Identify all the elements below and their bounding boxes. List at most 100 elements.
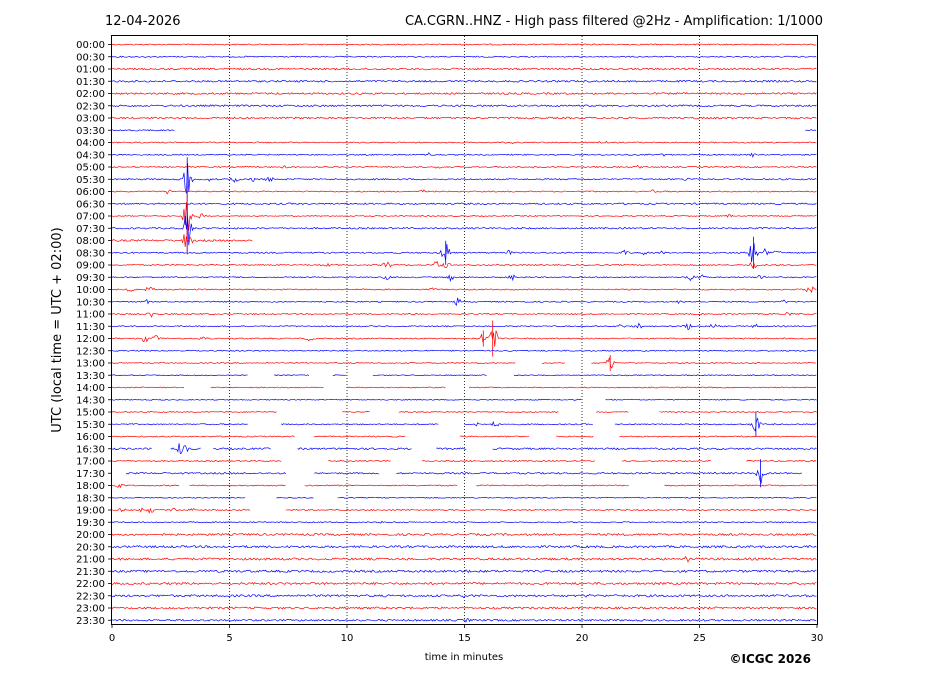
trace-1500-seg-4 xyxy=(659,411,817,413)
trace-1600-seg-2 xyxy=(459,435,530,438)
y-tick-label-1330: 13:30 xyxy=(76,371,105,382)
trace-1800-seg-0 xyxy=(111,483,180,489)
trace-0000-seg-0 xyxy=(111,43,817,46)
y-tick-label-0700: 07:00 xyxy=(76,212,105,223)
x-tick-label-30: 30 xyxy=(811,633,824,644)
copyright-label: ©ICGC 2026 xyxy=(729,652,811,666)
trace-1330-seg-3 xyxy=(372,374,487,377)
trace-1600-seg-3 xyxy=(556,435,594,438)
x-axis-ticks: 0 5 10 15 20 25 30 xyxy=(109,624,824,644)
y-tick-label-2200: 22:00 xyxy=(76,579,105,590)
y-tick-label-0000: 00:00 xyxy=(76,40,105,51)
trace-1830-seg-0 xyxy=(111,496,246,499)
y-tick-label-0100: 01:00 xyxy=(76,65,105,76)
y-tick-label-1030: 10:30 xyxy=(76,297,105,308)
trace-1700-seg-4 xyxy=(746,459,817,463)
trace-0830-seg-0 xyxy=(111,243,817,263)
y-tick-label-1600: 16:00 xyxy=(76,432,105,443)
trace-1800-seg-1 xyxy=(189,484,286,487)
trace-0130-seg-0 xyxy=(111,79,817,83)
trace-1630-seg-2 xyxy=(213,447,271,451)
y-tick-label-1000: 10:00 xyxy=(76,285,105,296)
trace-1500-seg-2 xyxy=(398,411,559,413)
y-tick-label-1230: 12:30 xyxy=(76,346,105,357)
y-tick-label-0400: 04:00 xyxy=(76,138,105,149)
trace-1630-seg-0 xyxy=(111,447,152,451)
trace-1130-seg-0 xyxy=(111,322,817,331)
trace-1530-seg-3 xyxy=(614,417,817,432)
trace-2100-seg-0 xyxy=(111,555,817,563)
y-tick-label-1200: 12:00 xyxy=(76,334,105,345)
trace-1630-seg-4 xyxy=(436,447,467,451)
y-tick-label-0030: 00:30 xyxy=(76,52,105,63)
y-tick-label-0930: 09:30 xyxy=(76,273,105,284)
y-tick-label-2330: 23:30 xyxy=(76,616,105,627)
trace-2230-seg-0 xyxy=(111,593,817,599)
y-tick-label-1730: 17:30 xyxy=(76,469,105,480)
y-tick-label-0130: 01:30 xyxy=(76,77,105,88)
y-tick-label-1800: 18:00 xyxy=(76,481,105,492)
y-tick-label-0230: 02:30 xyxy=(76,101,105,112)
trace-1200-seg-0 xyxy=(111,330,817,347)
y-tick-label-0300: 03:00 xyxy=(76,114,105,125)
trace-0100-seg-0 xyxy=(111,67,817,71)
trace-0430-seg-0 xyxy=(111,152,817,158)
y-tick-label-2030: 20:30 xyxy=(76,542,105,553)
trace-2200-seg-0 xyxy=(111,581,817,586)
trace-1930-seg-0 xyxy=(111,520,817,524)
y-tick-label-1430: 14:30 xyxy=(76,395,105,406)
y-tick-label-0900: 09:00 xyxy=(76,261,105,272)
y-tick-label-1130: 11:30 xyxy=(76,322,105,333)
trace-1430-seg-0 xyxy=(111,398,582,401)
grid-lines xyxy=(229,36,700,624)
y-tick-label-1830: 18:30 xyxy=(76,493,105,504)
y-tick-label-2230: 22:30 xyxy=(76,591,105,602)
y-tick-label-0330: 03:30 xyxy=(76,126,105,137)
y-tick-label-0530: 05:30 xyxy=(76,175,105,186)
trace-0330-seg-1 xyxy=(805,129,817,132)
trace-2130-seg-0 xyxy=(111,569,817,574)
trace-1000-seg-0 xyxy=(111,286,817,294)
trace-1700-seg-0 xyxy=(111,459,282,462)
plot-frame xyxy=(111,35,818,625)
trace-1630-seg-1 xyxy=(170,443,201,454)
y-tick-label-0600: 06:00 xyxy=(76,187,105,198)
x-tick-label-10: 10 xyxy=(341,633,354,644)
trace-1300-seg-1 xyxy=(541,362,565,364)
trace-1700-seg-2 xyxy=(422,459,596,462)
trace-1530-seg-2 xyxy=(464,420,593,427)
y-tick-label-1700: 17:00 xyxy=(76,457,105,468)
trace-0330-seg-0 xyxy=(111,129,175,132)
trace-1600-seg-4 xyxy=(619,435,817,438)
trace-1730-seg-1 xyxy=(314,472,379,475)
y-tick-label-0500: 05:00 xyxy=(76,163,105,174)
trace-1330-seg-0 xyxy=(111,374,248,377)
y-tick-label-1930: 19:30 xyxy=(76,518,105,529)
trace-0630-seg-0 xyxy=(111,202,817,206)
trace-0930-seg-0 xyxy=(111,274,817,283)
trace-1500-seg-1 xyxy=(342,411,370,413)
y-axis-label: UTC (local time = UTC + 02:00) xyxy=(50,227,65,432)
y-tick-label-2100: 21:00 xyxy=(76,555,105,566)
trace-0300-seg-0 xyxy=(111,116,817,120)
y-tick-label-2000: 20:00 xyxy=(76,530,105,541)
trace-0730-seg-0 xyxy=(111,216,817,246)
trace-1700-seg-1 xyxy=(328,459,391,463)
y-tick-label-1530: 15:30 xyxy=(76,420,105,431)
trace-1900-seg-1 xyxy=(285,508,817,512)
trace-2000-seg-0 xyxy=(111,532,817,537)
trace-1330-seg-4 xyxy=(513,374,817,377)
trace-0230-seg-0 xyxy=(111,104,817,108)
y-tick-label-2130: 21:30 xyxy=(76,567,105,578)
x-tick-label-25: 25 xyxy=(693,633,706,644)
trace-1100-seg-0 xyxy=(111,312,817,318)
trace-1400-seg-3 xyxy=(469,386,817,389)
x-tick-label-5: 5 xyxy=(226,633,232,644)
trace-1430-seg-1 xyxy=(605,398,817,401)
trace-0900-seg-0 xyxy=(111,260,817,269)
y-tick-label-1100: 11:00 xyxy=(76,310,105,321)
trace-1800-seg-4 xyxy=(664,484,817,487)
trace-1730-seg-2 xyxy=(396,469,803,485)
trace-1530-seg-0 xyxy=(111,423,248,426)
